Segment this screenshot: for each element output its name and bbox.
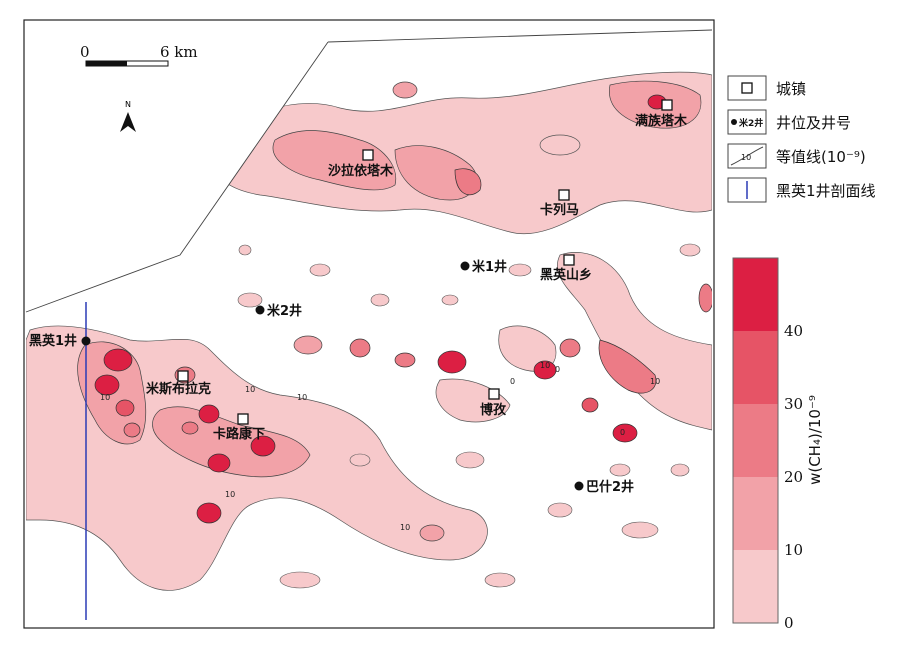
colorbar-band — [733, 331, 778, 404]
svg-text:0: 0 — [620, 428, 625, 437]
town-kalukangxia: 卡路康下 — [213, 413, 265, 442]
svg-text:米斯布拉克: 米斯布拉克 — [146, 381, 211, 397]
legend-section: 黑英1井剖面线 — [727, 177, 876, 203]
colorbar-band — [733, 404, 778, 477]
north-arrow: N — [120, 100, 136, 132]
svg-text:0: 0 — [80, 43, 90, 61]
svg-text:10: 10 — [225, 490, 235, 499]
colorbar-title: w(CH₄)/10⁻⁹ — [806, 395, 824, 485]
town-bozi: 博孜 — [480, 388, 507, 418]
colorbar-tick-label: 30 — [784, 395, 803, 413]
colorbar-band — [733, 477, 778, 550]
colorbar-frame — [732, 257, 779, 624]
colorbar-tick-label: 0 — [784, 614, 794, 632]
svg-text:米2井: 米2井 — [738, 117, 763, 129]
svg-text:井位及井号: 井位及井号 — [776, 114, 851, 132]
svg-text:米1井: 米1井 — [472, 259, 507, 275]
svg-text:10: 10 — [297, 393, 307, 402]
colorbar-tick-label: 10 — [784, 541, 803, 559]
svg-text:沙拉依塔木: 沙拉依塔木 — [328, 163, 394, 179]
colorbar-band — [733, 258, 778, 331]
town-shalayitamu: 沙拉依塔木 — [328, 149, 394, 179]
svg-text:0: 0 — [510, 377, 515, 386]
colorbar: w(CH₄)/10⁻⁹ 0 10 20 30 40 — [732, 257, 824, 632]
town-manzutamu: 满族塔木 — [635, 99, 688, 129]
svg-text:卡列马: 卡列马 — [540, 202, 579, 218]
contour-labels: 10 0 10 10 10 10 0 10 0 10 — [100, 361, 660, 532]
svg-text:博孜: 博孜 — [480, 402, 507, 418]
town-kaliema: 卡列马 — [540, 189, 579, 218]
colorbar-band — [733, 550, 778, 623]
svg-text:0: 0 — [555, 365, 560, 374]
well-mi2: 米2井 — [255, 303, 302, 319]
svg-text:满族塔木: 满族塔木 — [635, 113, 688, 129]
svg-text:10: 10 — [650, 377, 660, 386]
colorbar-tick-label: 20 — [784, 468, 803, 486]
svg-text:10: 10 — [245, 385, 255, 394]
svg-text:黑英1井剖面线: 黑英1井剖面线 — [776, 182, 876, 200]
well-mi1: 米1井 — [460, 259, 507, 275]
town-heiyingshanxiang: 黑英山乡 — [540, 254, 592, 283]
scale-bar: 0 6 km — [80, 43, 198, 67]
svg-text:10: 10 — [540, 361, 550, 370]
svg-text:10: 10 — [400, 523, 410, 532]
svg-text:黑英1井: 黑英1井 — [29, 333, 77, 349]
svg-text:城镇: 城镇 — [776, 80, 806, 98]
legend-town: 城镇 — [727, 75, 806, 101]
svg-text:6 km: 6 km — [160, 43, 198, 61]
well-markers: 米1井 米2井 黑英1井 巴什2井 — [29, 259, 634, 495]
svg-text:10: 10 — [100, 393, 110, 402]
colorbar-tick-label: 40 — [784, 322, 803, 340]
svg-text:等值线(10⁻⁹): 等值线(10⁻⁹) — [776, 148, 866, 166]
legend-well: 米2井 井位及井号 — [727, 109, 851, 135]
study-area-boundary — [25, 41, 329, 313]
map-legend: 城镇 米2井 井位及井号 10 等值线(10⁻⁹) 黑英1井剖面线 — [727, 75, 876, 203]
town-misibulake: 米斯布拉克 — [146, 370, 211, 397]
well-heiying1: 黑英1井 — [29, 333, 91, 349]
town-markers: 满族塔木 沙拉依塔木 卡列马 黑英山乡 米斯布拉克 卡路康下 博孜 — [146, 99, 688, 442]
svg-text:黑英山乡: 黑英山乡 — [540, 267, 592, 283]
svg-text:米2井: 米2井 — [267, 303, 302, 319]
legend-contour: 10 等值线(10⁻⁹) — [727, 143, 866, 169]
svg-text:卡路康下: 卡路康下 — [213, 426, 265, 442]
svg-text:10: 10 — [741, 153, 751, 162]
concentration-field — [26, 30, 712, 626]
svg-text:N: N — [125, 100, 131, 109]
well-bashi2: 巴什2井 — [574, 479, 634, 495]
svg-text:巴什2井: 巴什2井 — [586, 479, 634, 495]
